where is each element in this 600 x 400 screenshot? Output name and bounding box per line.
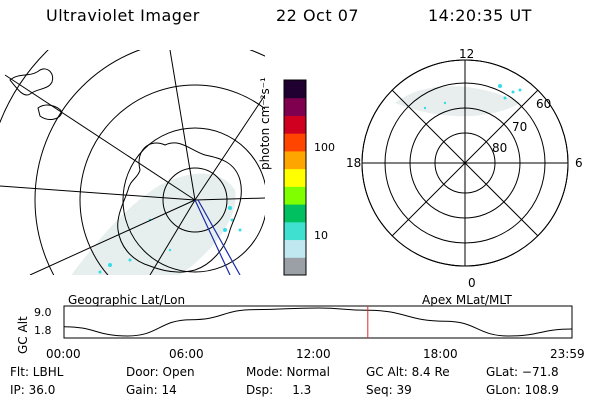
footer-gain: Gain: 14 xyxy=(126,383,177,397)
mlt-label-12: 12 xyxy=(459,47,475,61)
colorbar-band xyxy=(284,221,306,241)
footer-glon: GLon: 108.9 xyxy=(486,383,559,397)
colorbar-tick-10: 10 xyxy=(314,229,328,242)
footer-gc-alt: GC Alt: 8.4 Re xyxy=(366,365,450,379)
footer-door: Door: Open xyxy=(126,365,195,379)
mlt-label-18: 18 xyxy=(346,156,362,170)
lat-label-70: 70 xyxy=(512,120,528,134)
colorbar-band xyxy=(284,80,306,99)
colorbar-unit-label: photon cm⁻²s⁻¹ xyxy=(258,77,272,170)
lat-label-60: 60 xyxy=(536,97,552,111)
geographic-map xyxy=(0,50,265,275)
footer-glat: GLat: −71.8 xyxy=(486,365,559,379)
instrument-title: Ultraviolet Imager xyxy=(46,6,200,25)
altitude-ytick-9: 9.0 xyxy=(34,306,52,319)
colorbar-band xyxy=(284,204,306,223)
colorbar-band xyxy=(284,115,306,134)
geo-caption: Geographic Lat/Lon xyxy=(68,293,186,307)
altitude-xtick-1200: 12:00 xyxy=(296,347,331,361)
mlt-label-0: 0 xyxy=(468,276,476,290)
lat-label-80: 80 xyxy=(492,141,508,155)
mlt-label-6: 6 xyxy=(575,156,583,170)
date-label: 22 Oct 07 xyxy=(276,6,360,25)
altitude-series-line xyxy=(63,307,573,337)
footer-dsp: Dsp: 1.3 xyxy=(246,383,312,397)
footer-seq: Seq: 39 xyxy=(366,383,412,397)
colorbar-band xyxy=(284,133,306,152)
apex-caption: Apex MLat/MLT xyxy=(422,293,512,307)
colorbar-band xyxy=(284,97,306,116)
footer-filter: Flt: LBHL xyxy=(10,365,64,379)
footer-mode: Mode: Normal xyxy=(246,365,330,379)
altitude-ylabel: GC Alt xyxy=(16,316,30,354)
colorbar xyxy=(283,79,307,276)
altitude-xtick-2359: 23:59 xyxy=(550,347,585,361)
aurora-speckles xyxy=(98,206,242,274)
colorbar-band xyxy=(284,239,306,258)
colorbar-band xyxy=(284,257,306,276)
colorbar-band xyxy=(284,186,306,205)
footer-ip: IP: 36.0 xyxy=(10,383,56,397)
apex-aurora-speckles xyxy=(423,84,522,110)
apex-polar-plot xyxy=(361,59,569,267)
altitude-xtick-1800: 18:00 xyxy=(423,347,458,361)
altitude-xtick-0600: 06:00 xyxy=(169,347,204,361)
altitude-ytick-1.8: 1.8 xyxy=(34,324,52,337)
altitude-xtick-0000: 00:00 xyxy=(46,347,81,361)
time-label: 14:20:35 UT xyxy=(428,6,532,25)
colorbar-band xyxy=(284,168,306,187)
colorbar-band xyxy=(284,150,306,170)
altitude-plot xyxy=(63,305,573,339)
colorbar-tick-100: 100 xyxy=(314,141,335,154)
